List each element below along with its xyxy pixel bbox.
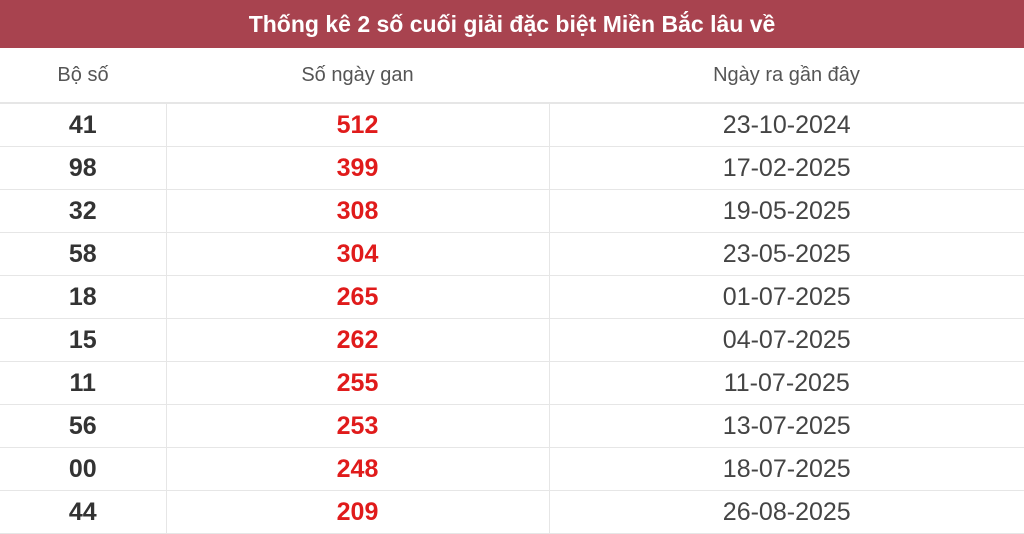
date-cell: 18-07-2025: [548, 447, 1024, 491]
date-cell: 26-08-2025: [548, 490, 1024, 534]
header-days: Số ngày gan: [166, 48, 549, 104]
number-cell: 41: [0, 103, 166, 147]
table-row: 32 308 19-05-2025: [0, 189, 1024, 233]
days-cell: 253: [165, 404, 549, 448]
days-cell: 265: [165, 275, 549, 319]
table-row: 58 304 23-05-2025: [0, 232, 1024, 276]
number-cell: 44: [0, 490, 166, 534]
table-row: 44 209 26-08-2025: [0, 490, 1024, 534]
date-cell: 01-07-2025: [548, 275, 1024, 319]
days-cell: 304: [165, 232, 549, 276]
stats-table: Bộ số Số ngày gan Ngày ra gần đây 41 512 2…: [0, 48, 1024, 534]
date-cell: 23-05-2025: [548, 232, 1024, 276]
header-row: Bộ số Số ngày gan Ngày ra gần đây: [0, 48, 1024, 104]
days-cell: 399: [165, 146, 549, 190]
days-cell: 209: [165, 490, 549, 534]
table-row: 18 265 01-07-2025: [0, 275, 1024, 319]
table-title: Thống kê 2 số cuối giải đặc biệt Miền Bắ…: [0, 0, 1024, 48]
days-cell: 262: [165, 318, 549, 362]
days-cell: 255: [165, 361, 549, 405]
table-row: 11 255 11-07-2025: [0, 361, 1024, 405]
number-cell: 98: [0, 146, 166, 190]
days-cell: 248: [165, 447, 549, 491]
number-cell: 18: [0, 275, 166, 319]
number-cell: 00: [0, 447, 166, 491]
number-cell: 11: [0, 361, 166, 405]
table-row: 41 512 23-10-2024: [0, 103, 1024, 147]
number-cell: 58: [0, 232, 166, 276]
date-cell: 04-07-2025: [548, 318, 1024, 362]
date-cell: 11-07-2025: [548, 361, 1024, 405]
date-cell: 23-10-2024: [548, 103, 1024, 147]
days-cell: 308: [165, 189, 549, 233]
number-cell: 56: [0, 404, 166, 448]
table-row: 56 253 13-07-2025: [0, 404, 1024, 448]
number-cell: 15: [0, 318, 166, 362]
header-number: Bộ số: [0, 48, 166, 104]
table-row: 15 262 04-07-2025: [0, 318, 1024, 362]
date-cell: 17-02-2025: [548, 146, 1024, 190]
date-cell: 13-07-2025: [548, 404, 1024, 448]
days-cell: 512: [165, 103, 549, 147]
date-cell: 19-05-2025: [548, 189, 1024, 233]
header-date: Ngày ra gần đây: [549, 48, 1024, 104]
number-cell: 32: [0, 189, 166, 233]
table-row: 00 248 18-07-2025: [0, 447, 1024, 491]
table-row: 98 399 17-02-2025: [0, 146, 1024, 190]
